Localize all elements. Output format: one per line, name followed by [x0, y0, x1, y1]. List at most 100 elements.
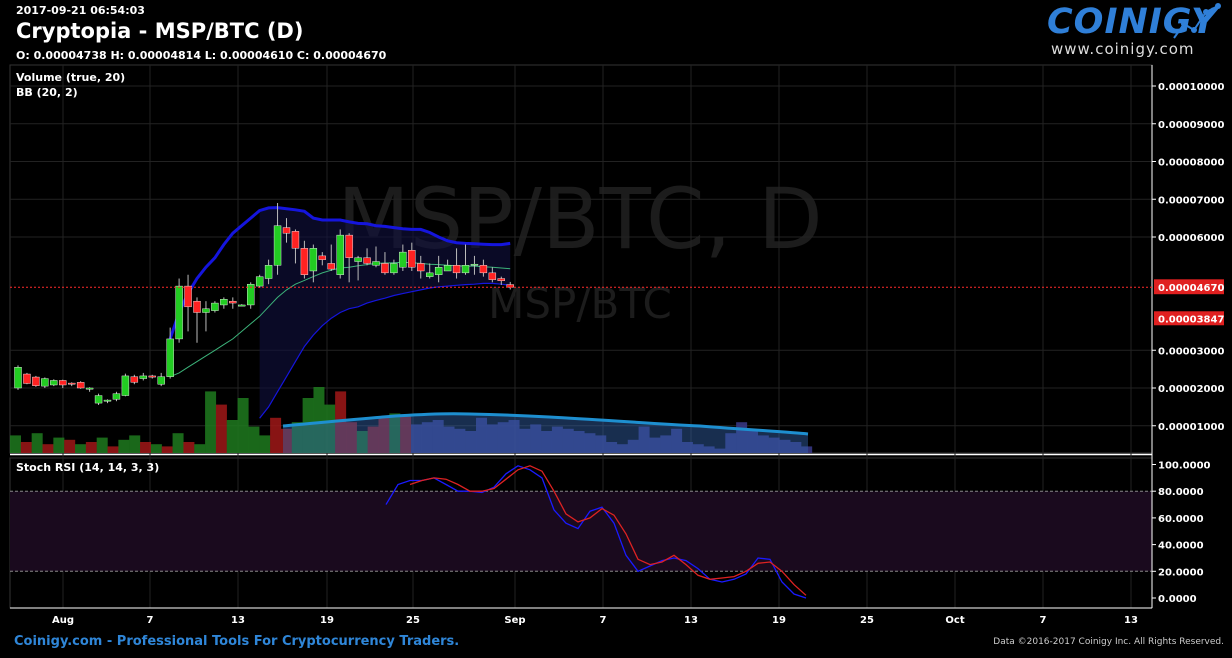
stoch-y-tick-label: 20.0000	[1158, 567, 1204, 578]
brand-url: www.coinigy.com	[1051, 40, 1195, 58]
volume-bar	[714, 448, 726, 453]
volume-bar	[530, 424, 542, 453]
candle-body	[139, 375, 148, 379]
volume-bar	[671, 428, 683, 453]
candle-body	[488, 272, 497, 280]
x-tick-label: 7	[600, 615, 607, 626]
candle-body	[76, 382, 85, 389]
candle-body	[32, 376, 40, 386]
candle-body	[59, 380, 67, 386]
price-tag-label: 0.00004670	[1158, 283, 1224, 294]
volume-bar	[150, 444, 162, 453]
footer-copyright: Data ©2016-2017 Coinigy Inc. All Rights …	[993, 637, 1224, 647]
stoch-y-tick-label: 100.0000	[1158, 461, 1211, 472]
candle-body	[434, 267, 443, 275]
candle-body	[94, 395, 103, 404]
logo-chart-icon	[1173, 3, 1221, 39]
volume-bar	[10, 435, 21, 453]
volume-bar	[757, 435, 769, 453]
x-tick-label: Oct	[945, 615, 964, 626]
x-tick-label: 13	[1124, 615, 1138, 626]
volume-bar	[20, 442, 32, 453]
candle-body	[220, 299, 228, 306]
candle-body	[85, 387, 94, 390]
candle-body	[264, 265, 273, 279]
coinigy-logo: COINIGY	[1047, 2, 1218, 42]
y-tick-label: 0.00002000	[1158, 384, 1224, 395]
volume-bar	[649, 437, 661, 453]
x-tick-label: 19	[320, 615, 334, 626]
candle-body	[202, 308, 210, 313]
volume-bar	[96, 437, 108, 453]
volume-bar	[215, 404, 227, 453]
candle-body	[157, 376, 165, 385]
page-title: Cryptopia - MSP/BTC (D)	[16, 19, 304, 43]
x-tick-label: 7	[1040, 615, 1047, 626]
candle-body	[417, 263, 425, 272]
bb-indicator-label[interactable]: BB (20, 2)	[16, 86, 78, 99]
volume-bar	[790, 442, 802, 453]
candle-body	[148, 375, 156, 378]
volume-bar	[486, 424, 498, 453]
candle-body	[452, 265, 461, 274]
volume-bar	[183, 442, 195, 453]
volume-bar	[681, 442, 693, 453]
volume-bar	[692, 444, 704, 453]
candle-body	[336, 234, 344, 275]
y-tick-label: 0.00010000	[1158, 82, 1224, 93]
volume-bar	[42, 444, 54, 453]
candle-body	[327, 263, 335, 270]
candle-body	[67, 382, 76, 385]
volume-bar	[519, 428, 531, 453]
candle-body	[193, 300, 201, 313]
stoch-y-tick-label: 60.0000	[1158, 514, 1204, 525]
volume-bar	[508, 420, 520, 453]
candle-body	[381, 263, 389, 274]
volume-bar	[31, 433, 43, 453]
candle-body	[246, 283, 255, 306]
stoch-indicator-label[interactable]: Stoch RSI (14, 14, 3, 3)	[16, 461, 160, 474]
candle-body	[121, 375, 130, 396]
bb-upper-line	[168, 206, 511, 340]
candle-body	[103, 399, 112, 402]
volume-bar	[573, 431, 585, 453]
candle-body	[443, 265, 452, 272]
volume-bar	[411, 424, 422, 453]
y-tick-label: 0.00003000	[1158, 346, 1224, 357]
timestamp: 2017-09-21 06:54:03	[16, 4, 145, 17]
candle-body	[166, 338, 174, 377]
y-tick-label: 0.00001000	[1158, 422, 1224, 433]
candle-body	[345, 234, 353, 258]
stoch-y-tick-label: 0.0000	[1158, 594, 1197, 605]
candle-body	[130, 376, 139, 383]
price-tag-bg	[1154, 280, 1224, 295]
volume-indicator-label[interactable]: Volume (true, 20)	[16, 71, 126, 84]
volume-bar	[161, 446, 173, 453]
volume-bar	[595, 435, 607, 453]
candle-body	[14, 367, 22, 389]
footer-tagline[interactable]: Coinigy.com - Professional Tools For Cry…	[14, 634, 460, 649]
volume-bar	[736, 422, 748, 453]
candle-body	[497, 278, 505, 281]
volume-bar	[660, 435, 672, 453]
stoch-k-line	[385, 465, 807, 599]
candle-body	[390, 263, 398, 274]
candle-body	[363, 257, 371, 264]
x-tick-label: 25	[860, 615, 874, 626]
candle-body	[399, 251, 407, 268]
candle-body	[309, 248, 318, 272]
volume-bar	[768, 437, 780, 453]
candle-body	[112, 393, 121, 400]
volume-bar	[248, 426, 260, 453]
volume-ma-area	[283, 413, 808, 453]
candle-body	[479, 265, 488, 274]
volume-bar	[53, 437, 65, 453]
brand[interactable]: COINIGY www.coinigy.com	[1047, 2, 1222, 60]
candle-body	[282, 227, 291, 234]
candles	[14, 203, 514, 405]
volume-bar	[270, 417, 282, 453]
price-tag-bg	[1154, 311, 1224, 326]
stoch-d-line	[409, 465, 807, 596]
volume-bar	[129, 435, 141, 453]
